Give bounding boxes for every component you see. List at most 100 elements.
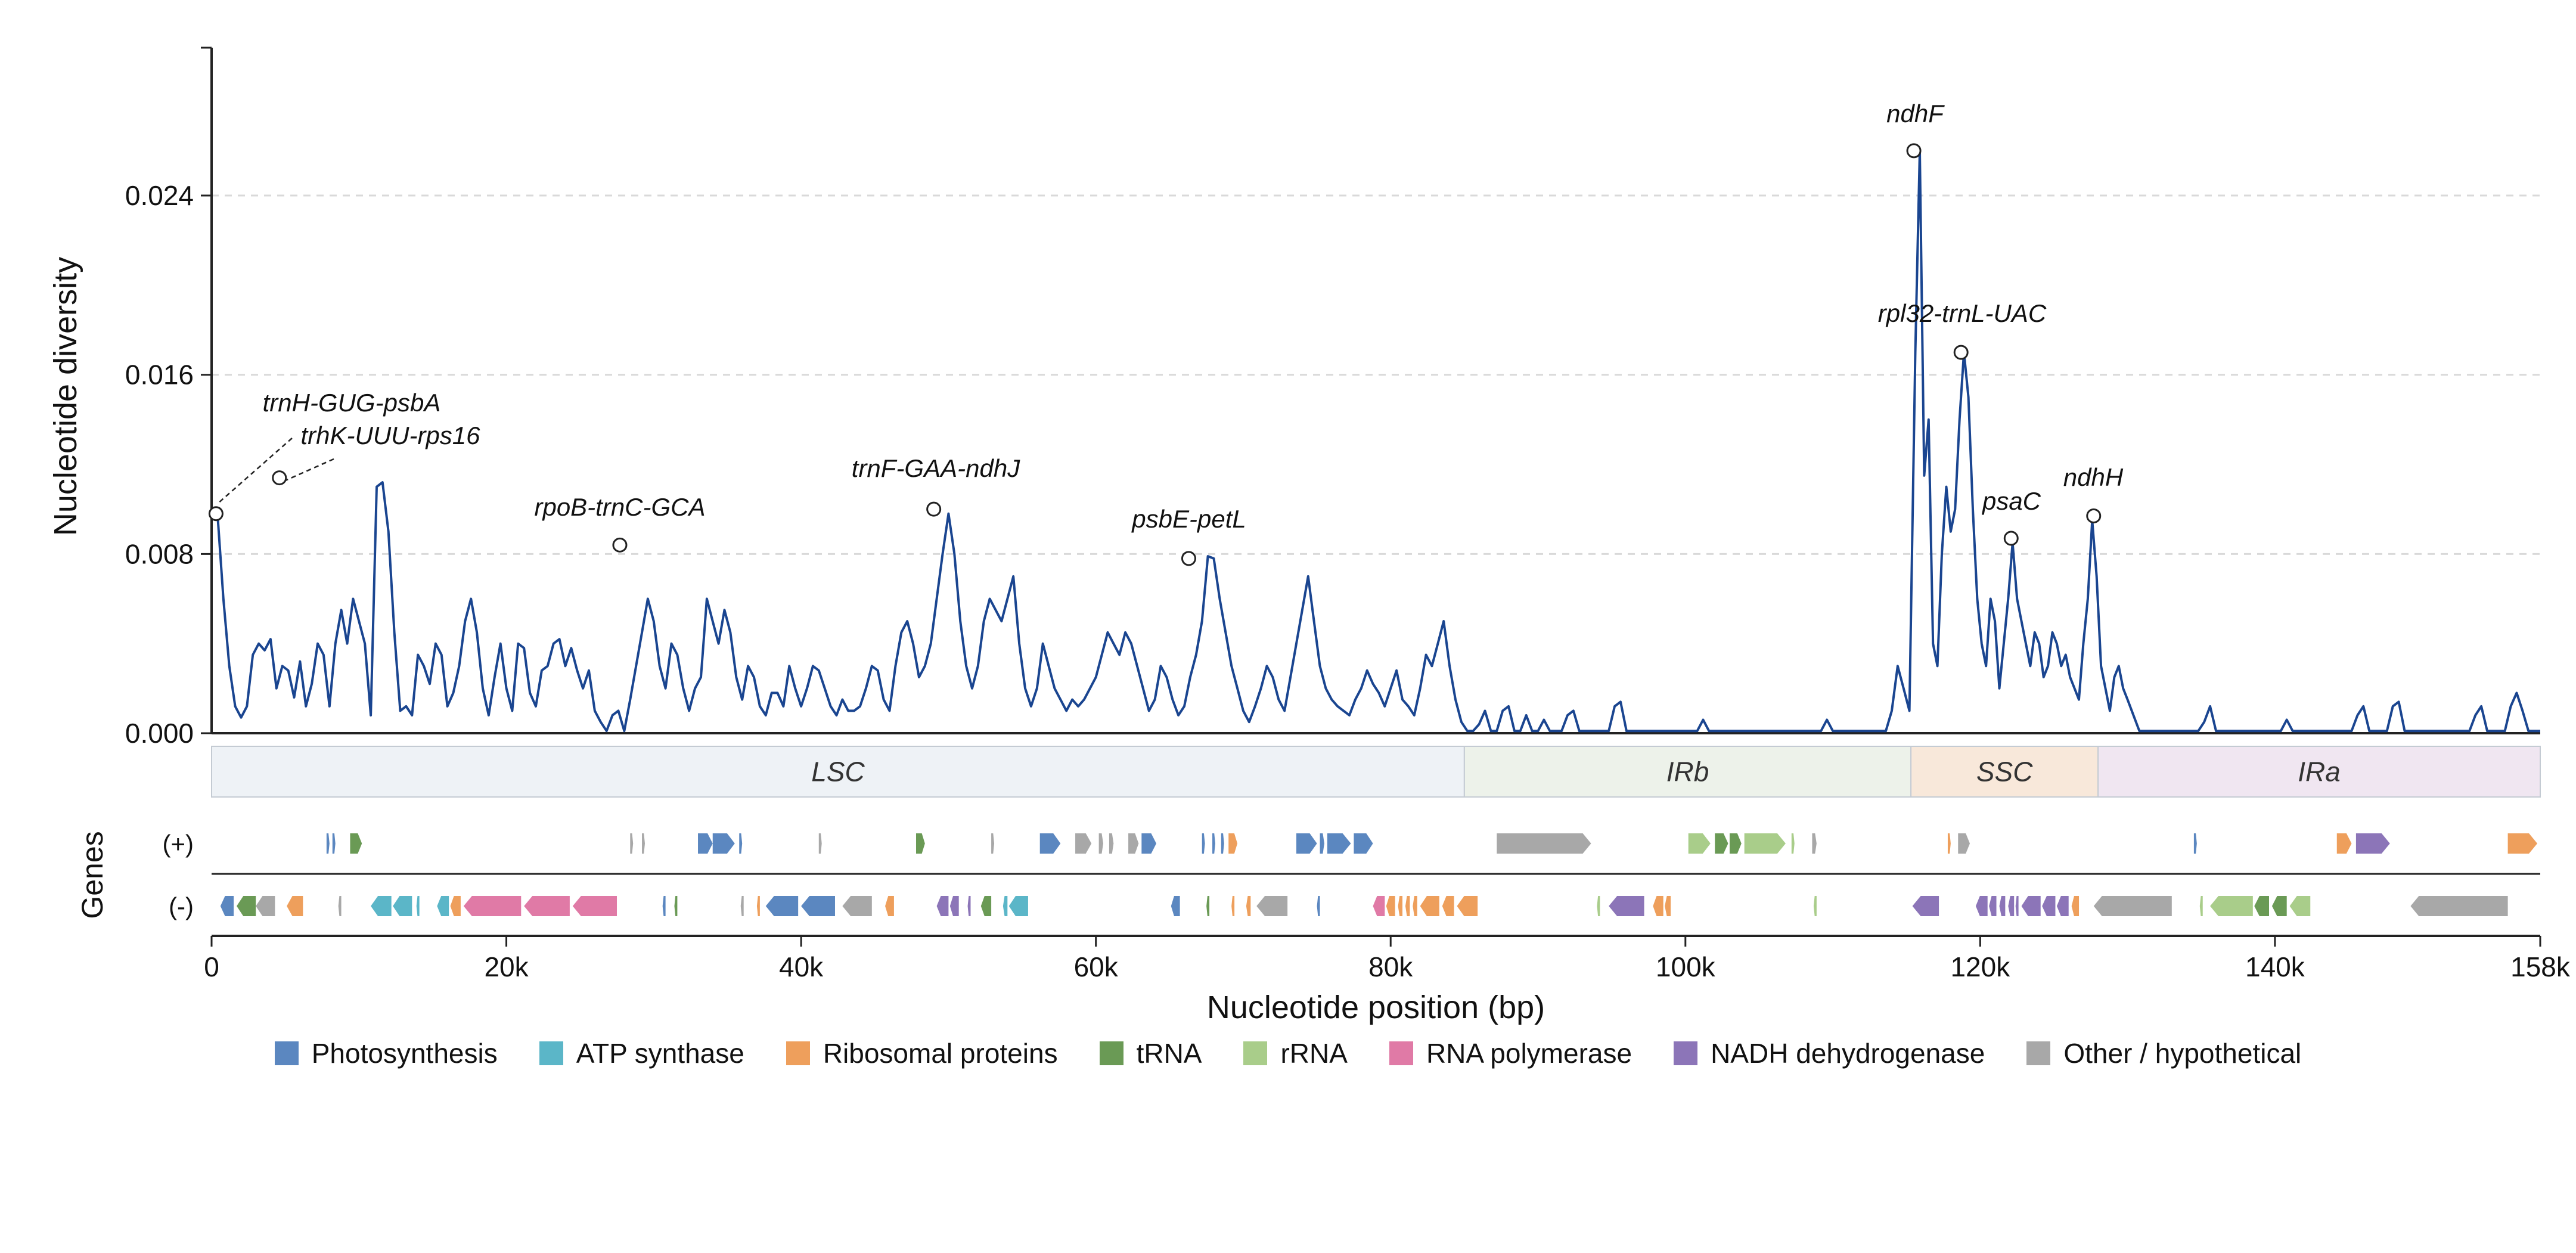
legend-swatch — [786, 1041, 810, 1065]
x-tick-label: 80k — [1368, 951, 1413, 982]
peak-label: trhK-UUU-rps16 — [300, 421, 480, 449]
gene-minus — [237, 896, 256, 916]
x-tick-label: 40k — [779, 951, 824, 982]
x-tick-label: 60k — [1074, 951, 1119, 982]
legend-item: NADH dehydrogenase — [1674, 1037, 1985, 1069]
y-tick-label: 0.000 — [125, 718, 194, 749]
gene-plus — [1128, 833, 1139, 854]
gene-plus — [326, 833, 330, 854]
peak-marker — [1181, 551, 1196, 566]
gene-minus — [371, 896, 392, 916]
legend-item: ATP synthase — [539, 1037, 744, 1069]
gene-minus — [1597, 896, 1600, 916]
gene-minus — [416, 896, 420, 916]
gene-minus — [1386, 896, 1395, 916]
gene-plus — [1202, 833, 1205, 854]
gene-minus — [1373, 896, 1385, 916]
region-irb — [1463, 746, 1912, 798]
gene-minus — [801, 896, 835, 916]
gene-minus — [1413, 896, 1417, 916]
gene-minus — [2008, 896, 2015, 916]
gene-plus — [1812, 833, 1817, 854]
gene-minus — [1246, 896, 1251, 916]
y-tick-label: 0.024 — [125, 180, 194, 211]
gene-minus — [1398, 896, 1403, 916]
gene-minus — [2021, 896, 2041, 916]
legend-item: rRNA — [1243, 1037, 1348, 1069]
gene-minus — [2289, 896, 2311, 916]
gene-minus — [2042, 896, 2056, 916]
gene-minus — [674, 896, 678, 916]
gene-minus — [1420, 896, 1439, 916]
gene-minus — [1665, 896, 1671, 916]
peak-label: ndhH — [2063, 463, 2124, 491]
gene-minus — [2210, 896, 2253, 916]
gene-plus — [1075, 833, 1092, 854]
gene-plus — [698, 833, 713, 854]
gene-plus — [1791, 833, 1795, 854]
gene-plus — [642, 833, 645, 854]
gene-plus — [1228, 833, 1238, 854]
gene-minus — [1653, 896, 1663, 916]
x-axis-label: Nucleotide position (bp) — [1207, 990, 1545, 1025]
legend-label: rRNA — [1280, 1038, 1348, 1069]
peak-label: ndhF — [1886, 100, 1945, 128]
gene-minus — [1457, 896, 1478, 916]
gene-minus — [662, 896, 666, 916]
gene-minus — [524, 896, 570, 916]
gene-minus — [1003, 896, 1008, 916]
legend-item: Photosynthesis — [274, 1037, 498, 1069]
x-tick-label: 100k — [1656, 951, 1716, 982]
y-axis-label: Nucleotide diversity — [48, 257, 83, 536]
region-ira — [2097, 746, 2541, 798]
gene-plus — [1212, 833, 1215, 854]
gene-plus — [630, 833, 634, 854]
legend: Photosynthesis ATP synthase Ribosomal prot… — [0, 1037, 2576, 1069]
gene-plus — [1688, 833, 1711, 854]
legend-label: tRNA — [1136, 1038, 1202, 1069]
legend-label: Other / hypothetical — [2063, 1038, 2302, 1069]
gene-minus — [980, 896, 992, 916]
gene-minus — [2271, 896, 2287, 916]
peak-marker — [926, 501, 942, 517]
gene-plus — [2193, 833, 2197, 854]
gene-plus — [350, 833, 362, 854]
peak-label: psaC — [1981, 487, 2041, 515]
plus-strand-label: (+) — [163, 830, 194, 858]
gene-minus — [1231, 896, 1235, 916]
region-label: LSC — [811, 756, 865, 787]
legend-swatch — [2026, 1041, 2051, 1065]
gene-plus — [991, 833, 995, 854]
gene-minus — [1256, 896, 1288, 916]
legend-label: ATP synthase — [576, 1038, 744, 1069]
gene-minus — [256, 896, 275, 916]
peak-marker — [1953, 345, 1969, 360]
peak-marker — [272, 470, 287, 486]
gene-minus — [1989, 896, 1997, 916]
legend-label: RNA polymerase — [1426, 1038, 1632, 1069]
gene-minus — [842, 896, 872, 916]
legend-item: RNA polymerase — [1389, 1037, 1632, 1069]
gene-minus — [2093, 896, 2172, 916]
gene-minus — [1317, 896, 1320, 916]
peak-label: psbE-petL — [1131, 505, 1246, 533]
gene-plus — [2336, 833, 2352, 854]
gene-minus — [220, 896, 234, 916]
x-tick-label: 20k — [484, 951, 529, 982]
legend-label: Photosynthesis — [311, 1038, 498, 1069]
legend-label: NADH dehydrogenase — [1711, 1038, 1985, 1069]
legend-item: tRNA — [1099, 1037, 1202, 1069]
gene-minus — [1008, 896, 1028, 916]
gene-minus — [949, 896, 959, 916]
peak-label: trnF-GAA-ndhJ — [852, 454, 1020, 482]
gene-minus — [1609, 896, 1644, 916]
gene-minus — [2254, 896, 2270, 916]
gene-plus — [1354, 833, 1373, 854]
genes-axis-label: Genes — [76, 831, 109, 919]
gene-minus — [1813, 896, 1817, 916]
gene-plus — [1715, 833, 1728, 854]
gene-plus — [1320, 833, 1324, 854]
peak-marker — [2086, 508, 2102, 523]
